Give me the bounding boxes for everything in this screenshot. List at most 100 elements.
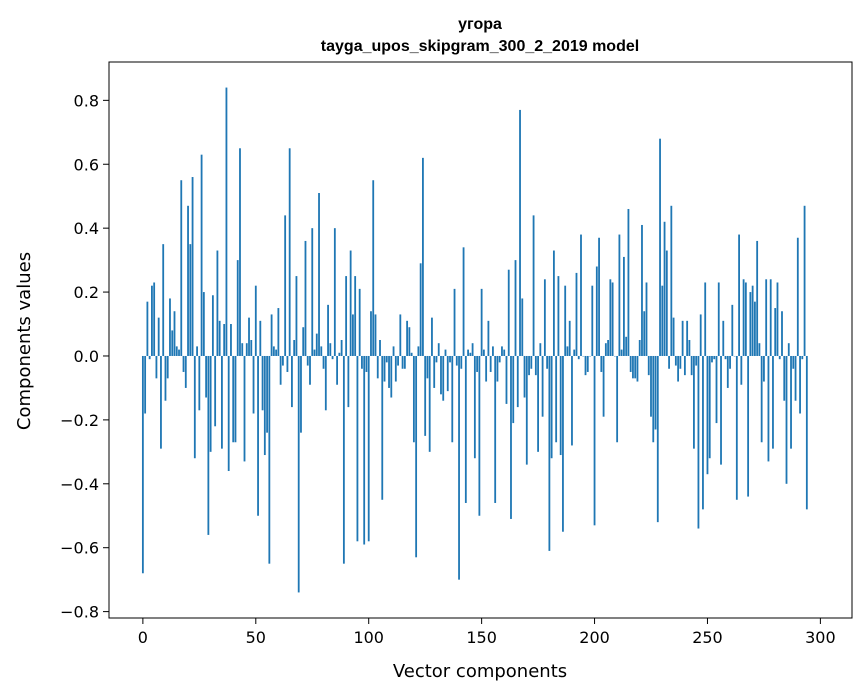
bar-154 <box>489 355 492 372</box>
bar-104 <box>376 355 379 379</box>
bar-64 <box>286 355 289 372</box>
bar-19 <box>184 355 187 388</box>
bar-250 <box>706 355 709 475</box>
bar-17 <box>180 180 183 356</box>
bar-232 <box>665 250 668 356</box>
bar-294 <box>805 355 808 510</box>
bar-259 <box>726 355 729 388</box>
bar-155 <box>492 346 494 356</box>
bar-71 <box>302 327 305 356</box>
bar-265 <box>740 355 743 385</box>
bar-116 <box>403 355 406 369</box>
y-tick-label: 0.4 <box>74 219 99 238</box>
bar-245 <box>695 355 698 366</box>
bar-62 <box>281 355 284 366</box>
bar-175 <box>537 355 539 452</box>
bar-275 <box>763 355 765 382</box>
bar-58 <box>272 346 275 356</box>
bar-53 <box>261 355 264 411</box>
bar-75 <box>311 228 314 356</box>
bar-135 <box>446 355 449 392</box>
bar-2 <box>146 301 149 356</box>
bar-76 <box>313 349 316 356</box>
bar-242 <box>688 340 691 356</box>
bar-201 <box>595 266 598 356</box>
bar-21 <box>189 244 192 356</box>
bar-178 <box>543 279 546 356</box>
bar-246 <box>697 355 700 529</box>
bar-23 <box>193 355 196 459</box>
bar-217 <box>632 355 634 379</box>
bar-28 <box>205 355 208 398</box>
bar-270 <box>751 285 754 356</box>
bar-196 <box>584 355 587 376</box>
bar-74 <box>309 355 311 385</box>
bar-65 <box>288 148 291 356</box>
bar-33 <box>216 250 219 356</box>
bar-188 <box>566 346 569 356</box>
bar-94 <box>354 276 357 356</box>
bar-113 <box>397 355 399 366</box>
bar-290 <box>796 237 799 356</box>
bar-143 <box>464 355 467 503</box>
x-tick-label: 300 <box>805 628 836 647</box>
bar-213 <box>623 256 625 356</box>
bar-111 <box>392 346 395 356</box>
bar-10 <box>164 355 167 401</box>
bar-170 <box>525 355 528 465</box>
bar-158 <box>498 355 501 363</box>
bar-161 <box>505 355 508 404</box>
bar-124 <box>422 157 424 356</box>
bar-241 <box>686 320 689 356</box>
bar-186 <box>562 355 564 532</box>
bar-280 <box>774 308 777 356</box>
bar-46 <box>245 343 248 356</box>
bar-69 <box>297 355 300 593</box>
bar-179 <box>546 355 549 369</box>
bar-271 <box>753 301 756 356</box>
bar-240 <box>683 355 686 376</box>
bar-289 <box>794 355 797 401</box>
bar-258 <box>724 355 727 360</box>
bar-84 <box>331 355 334 360</box>
bar-266 <box>742 279 745 356</box>
bar-261 <box>731 304 734 356</box>
bar-47 <box>248 317 250 356</box>
bar-142 <box>462 247 465 356</box>
bar-165 <box>514 260 517 356</box>
bar-101 <box>370 311 372 356</box>
bar-57 <box>270 314 273 356</box>
bar-148 <box>476 355 479 372</box>
bar-229 <box>659 138 661 356</box>
bar-22 <box>191 177 194 356</box>
bar-117 <box>406 320 409 356</box>
bar-235 <box>672 317 675 356</box>
bar-45 <box>243 355 246 462</box>
bar-207 <box>609 279 612 356</box>
x-tick-label: 200 <box>579 628 610 647</box>
bar-136 <box>449 355 451 363</box>
bar-78 <box>318 193 320 356</box>
bar-112 <box>394 355 397 382</box>
bar-292 <box>801 355 804 360</box>
bar-282 <box>778 355 781 360</box>
bar-108 <box>385 355 388 363</box>
bar-202 <box>598 237 600 356</box>
bar-185 <box>559 355 562 456</box>
bar-138 <box>453 288 456 356</box>
y-tick-label: −0.6 <box>60 539 99 558</box>
bar-153 <box>487 320 490 356</box>
bar-87 <box>338 352 341 356</box>
bar-54 <box>263 355 266 456</box>
bar-145 <box>469 352 472 356</box>
bar-107 <box>383 355 386 382</box>
bar-182 <box>552 250 555 356</box>
bar-268 <box>747 355 750 497</box>
bar-239 <box>681 320 684 356</box>
bar-291 <box>799 355 801 414</box>
bar-214 <box>625 336 628 356</box>
bar-105 <box>379 340 381 356</box>
bar-27 <box>202 292 205 356</box>
bar-257 <box>722 320 725 356</box>
bar-205 <box>604 343 607 356</box>
